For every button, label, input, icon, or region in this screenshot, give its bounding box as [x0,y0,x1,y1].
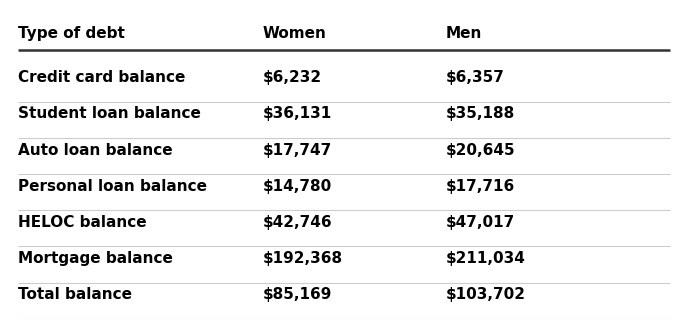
Text: Credit card balance: Credit card balance [18,70,185,85]
Text: $103,702: $103,702 [446,287,526,302]
Text: Type of debt: Type of debt [18,26,125,41]
Text: $85,169: $85,169 [262,287,332,302]
Text: $6,232: $6,232 [262,70,321,85]
Text: $42,746: $42,746 [262,215,332,230]
Text: $14,780: $14,780 [262,179,332,194]
Text: Women: Women [262,26,326,41]
Text: $211,034: $211,034 [446,251,526,266]
Text: $20,645: $20,645 [446,143,515,158]
Text: HELOC balance: HELOC balance [18,215,147,230]
Text: Men: Men [446,26,482,41]
Text: $36,131: $36,131 [262,107,332,121]
Text: $17,747: $17,747 [262,143,332,158]
Text: Total balance: Total balance [18,287,132,302]
Text: Mortgage balance: Mortgage balance [18,251,173,266]
Text: $6,357: $6,357 [446,70,505,85]
Text: $35,188: $35,188 [446,107,515,121]
Text: Student loan balance: Student loan balance [18,107,201,121]
Text: $17,716: $17,716 [446,179,515,194]
Text: Personal loan balance: Personal loan balance [18,179,207,194]
Text: Auto loan balance: Auto loan balance [18,143,173,158]
Text: $192,368: $192,368 [262,251,343,266]
Text: $47,017: $47,017 [446,215,515,230]
